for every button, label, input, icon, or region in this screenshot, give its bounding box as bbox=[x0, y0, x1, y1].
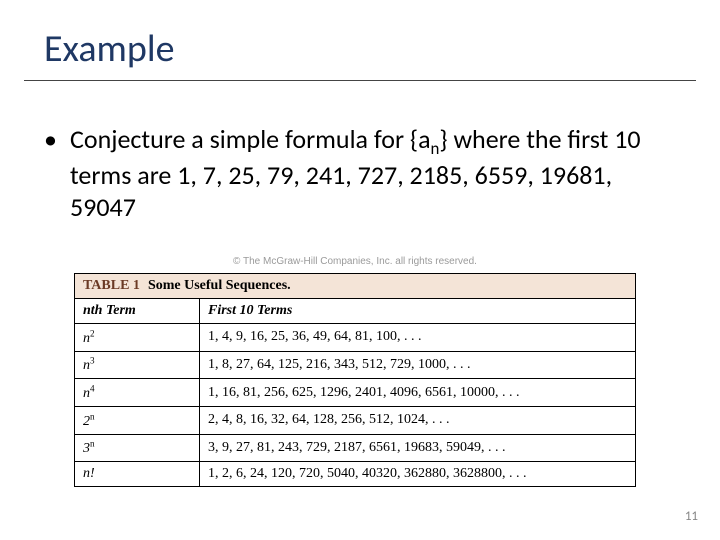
table-row: n21, 4, 9, 16, 25, 36, 49, 64, 81, 100, … bbox=[75, 324, 636, 352]
nth-term-cell: n4 bbox=[75, 379, 200, 407]
terms-cell: 2, 4, 8, 16, 32, 64, 128, 256, 512, 1024… bbox=[200, 406, 636, 434]
nth-term-cell: n2 bbox=[75, 324, 200, 352]
terms-cell: 1, 16, 81, 256, 625, 1296, 2401, 4096, 6… bbox=[200, 379, 636, 407]
nth-term-cell: 3n bbox=[75, 434, 200, 462]
terms-cell: 1, 4, 9, 16, 25, 36, 49, 64, 81, 100, . … bbox=[200, 324, 636, 352]
nth-term-cell: n! bbox=[75, 462, 200, 487]
table-row: n31, 8, 27, 64, 125, 216, 343, 512, 729,… bbox=[75, 351, 636, 379]
sequences-table: TABLE 1 Some Useful Sequences. nth Term F… bbox=[74, 273, 636, 487]
terms-cell: 1, 2, 6, 24, 120, 720, 5040, 40320, 3628… bbox=[200, 462, 636, 487]
table-row: 3n3, 9, 27, 81, 243, 729, 2187, 6561, 19… bbox=[75, 434, 636, 462]
bullet-block: • Conjecture a simple formula for {an} w… bbox=[44, 124, 676, 223]
figure: © The McGraw-Hill Companies, Inc. all ri… bbox=[74, 256, 636, 487]
slide-title: Example bbox=[44, 26, 174, 72]
terms-cell: 3, 9, 27, 81, 243, 729, 2187, 6561, 1968… bbox=[200, 434, 636, 462]
bullet-text-pre: Conjecture a simple formula for {a bbox=[70, 123, 431, 155]
table-caption-row: TABLE 1 Some Useful Sequences. bbox=[75, 274, 636, 299]
page-number: 11 bbox=[685, 509, 698, 524]
nth-term-cell: n3 bbox=[75, 351, 200, 379]
bullet-marker: • bbox=[44, 124, 70, 223]
terms-cell: 1, 8, 27, 64, 125, 216, 343, 512, 729, 1… bbox=[200, 351, 636, 379]
table-row: 2n2, 4, 8, 16, 32, 64, 128, 256, 512, 10… bbox=[75, 406, 636, 434]
table-row: n!1, 2, 6, 24, 120, 720, 5040, 40320, 36… bbox=[75, 462, 636, 487]
table-label: TABLE 1 bbox=[83, 278, 140, 293]
title-divider bbox=[24, 80, 696, 81]
table-row: n41, 16, 81, 256, 625, 1296, 2401, 4096,… bbox=[75, 379, 636, 407]
bullet-text: Conjecture a simple formula for {an} whe… bbox=[70, 124, 676, 223]
copyright-notice: © The McGraw-Hill Companies, Inc. all ri… bbox=[74, 256, 636, 267]
col-head-nth: nth Term bbox=[75, 299, 200, 324]
nth-term-cell: 2n bbox=[75, 406, 200, 434]
col-head-terms: First 10 Terms bbox=[200, 299, 636, 324]
table-caption-cell: TABLE 1 Some Useful Sequences. bbox=[75, 274, 636, 299]
slide: Example • Conjecture a simple formula fo… bbox=[0, 0, 720, 540]
table-title: Some Useful Sequences. bbox=[148, 278, 291, 293]
table-header-row: nth Term First 10 Terms bbox=[75, 299, 636, 324]
